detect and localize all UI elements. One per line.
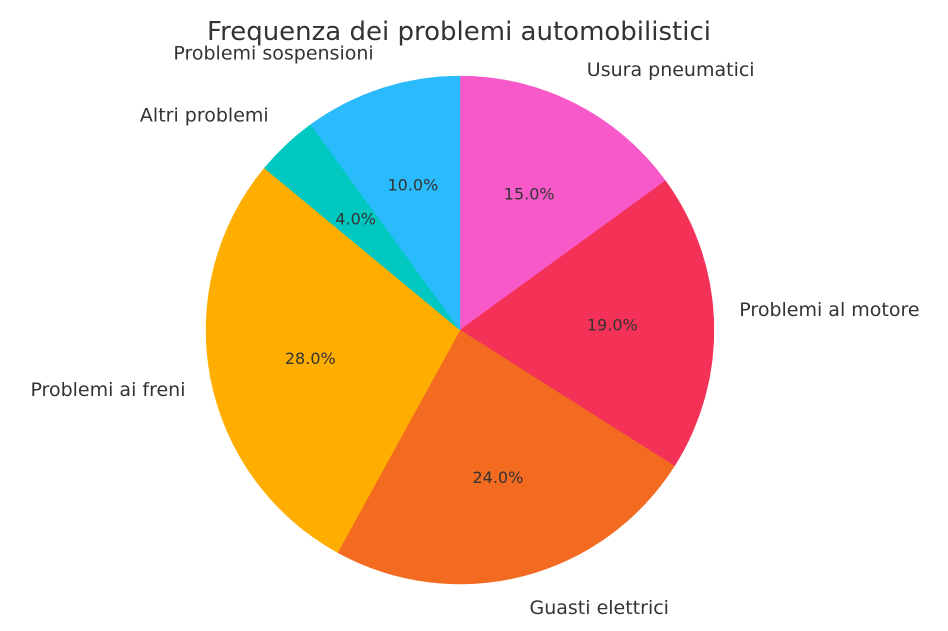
chart-title: Frequenza dei problemi automobilistici — [207, 17, 711, 47]
pie-slices — [205, 75, 715, 585]
pie-slice-problemi-sospensioni — [310, 75, 461, 331]
pct-label-altri-problemi: 4.0% — [335, 209, 376, 228]
pct-label-problemi-al-motore: 19.0% — [587, 316, 638, 335]
pct-label-guasti-elettrici: 24.0% — [472, 468, 523, 487]
pie-slice-problemi-al-motore — [459, 180, 715, 467]
slice-label-altri-problemi: Altri problemi — [140, 104, 269, 126]
pie-slice-guasti-elettrici — [337, 329, 675, 585]
pct-label-problemi-sospensioni: 10.0% — [387, 176, 438, 195]
pct-label-problemi-ai-freni: 28.0% — [285, 349, 336, 368]
pie-labels: Usura pneumatici 15.0% Problemi al motore 1… — [30, 42, 919, 619]
slice-label-problemi-ai-freni: Problemi ai freni — [30, 379, 185, 401]
slice-label-problemi-al-motore: Problemi al motore — [739, 299, 919, 321]
slice-label-problemi-sospensioni: Problemi sospensioni — [173, 42, 373, 64]
slice-label-usura-pneumatici: Usura pneumatici — [587, 59, 755, 81]
pie-slice-problemi-ai-freni — [205, 167, 461, 553]
pct-label-usura-pneumatici: 15.0% — [504, 185, 555, 204]
pie-slice-usura-pneumatici — [459, 75, 666, 331]
slice-label-guasti-elettrici: Guasti elettrici — [530, 597, 669, 619]
